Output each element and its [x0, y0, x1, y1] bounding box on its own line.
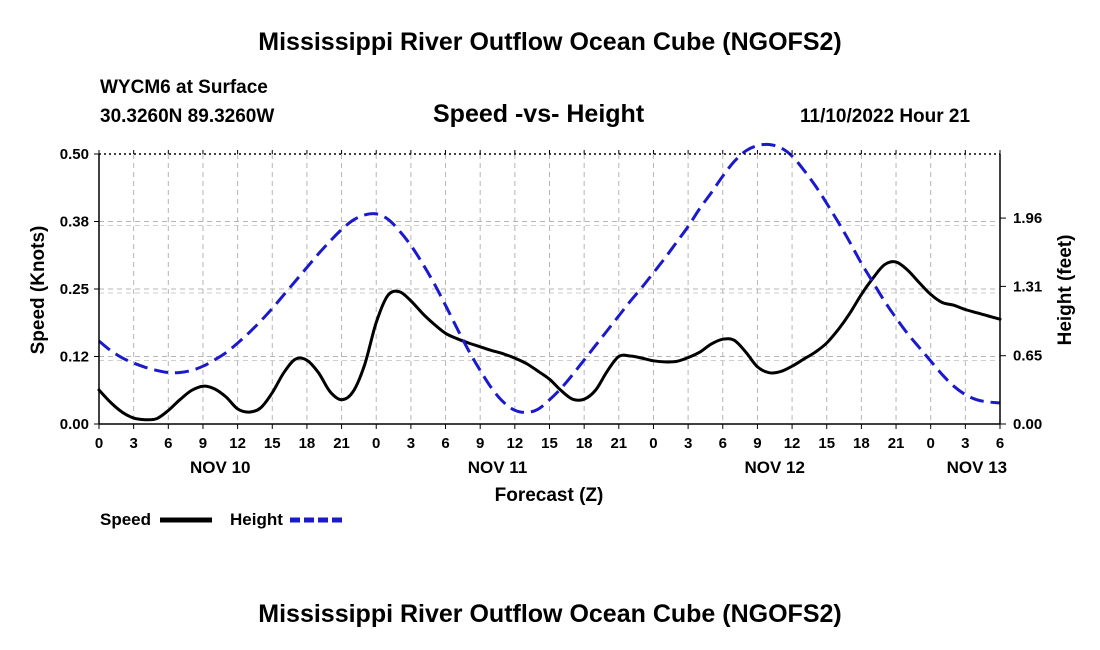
y2-tick-label: 0.00	[1013, 416, 1042, 433]
coordinates-label: 30.3260N 89.3260W	[100, 106, 275, 127]
x-tick-label: 6	[719, 435, 727, 452]
x-tick-label: 3	[961, 435, 969, 452]
x-tick-label: 3	[684, 435, 692, 452]
x-tick-label: 12	[784, 435, 801, 452]
x-tick-label: 0	[927, 435, 935, 452]
day-label: NOV 13	[947, 458, 1007, 477]
x-tick-label: 0	[649, 435, 657, 452]
axes: 0 3 6 9 12 15 18 21 0 3 6 9 12 15 18 21 0 3 6 9 12 15 18 21 0 3 6 N…	[60, 146, 1042, 477]
y-tick-label: 0.12	[60, 349, 89, 366]
y-tick-label: 0.50	[60, 146, 89, 163]
y-tick-label: 0.38	[60, 214, 89, 231]
x-tick-label: 9	[753, 435, 761, 452]
y2-tick-label: 1.31	[1013, 278, 1042, 295]
grid-lines	[99, 154, 1000, 424]
chart-subtitle: Speed -vs- Height	[433, 100, 645, 128]
x-tick-label: 0	[372, 435, 380, 452]
x-tick-label: 15	[264, 435, 281, 452]
x-tick-label: 3	[407, 435, 415, 452]
x-tick-label: 18	[576, 435, 593, 452]
x-tick-label: 3	[129, 435, 137, 452]
y2-axis-label: Height (feet)	[1055, 235, 1076, 346]
x-tick-label: 9	[476, 435, 484, 452]
datetime-label: 11/10/2022 Hour 21	[800, 106, 971, 127]
x-tick-label: 15	[541, 435, 558, 452]
day-label: NOV 11	[468, 458, 528, 477]
day-label: NOV 12	[745, 458, 805, 477]
legend-height-label: Height	[230, 510, 283, 529]
series-line-height	[98, 142, 1001, 414]
x-tick-label: 0	[95, 435, 103, 452]
x-tick-label: 12	[229, 435, 246, 452]
y-tick-label: 0.25	[60, 281, 89, 298]
y2-tick-label: 1.96	[1013, 210, 1042, 227]
x-tick-label: 21	[888, 435, 905, 452]
chart-title-bottom: Mississippi River Outflow Ocean Cube (NG…	[258, 600, 842, 628]
x-tick-label: 9	[199, 435, 207, 452]
x-tick-label: 6	[164, 435, 172, 452]
x-tick-label: 18	[853, 435, 870, 452]
x-tick-label: 15	[818, 435, 835, 452]
x-axis-label: Forecast (Z)	[495, 485, 604, 506]
x-tick-label: 6	[996, 435, 1004, 452]
legend-speed-label: Speed	[100, 510, 151, 529]
chart-title-top: Mississippi River Outflow Ocean Cube (NG…	[258, 28, 842, 56]
y2-tick-label: 0.65	[1013, 348, 1042, 365]
x-tick-label: 21	[610, 435, 627, 452]
y-tick-label: 0.00	[60, 416, 89, 433]
legend: Speed Height	[100, 510, 342, 529]
x-tick-label: 21	[333, 435, 350, 452]
y-axis-label: Speed (Knots)	[28, 226, 49, 355]
station-label: WYCM6 at Surface	[100, 77, 268, 98]
plot-series	[97, 142, 1002, 422]
x-tick-label: 6	[441, 435, 449, 452]
x-tick-label: 12	[507, 435, 524, 452]
x-tick-label: 18	[299, 435, 316, 452]
series-line-speed	[97, 260, 1002, 422]
day-label: NOV 10	[190, 458, 250, 477]
